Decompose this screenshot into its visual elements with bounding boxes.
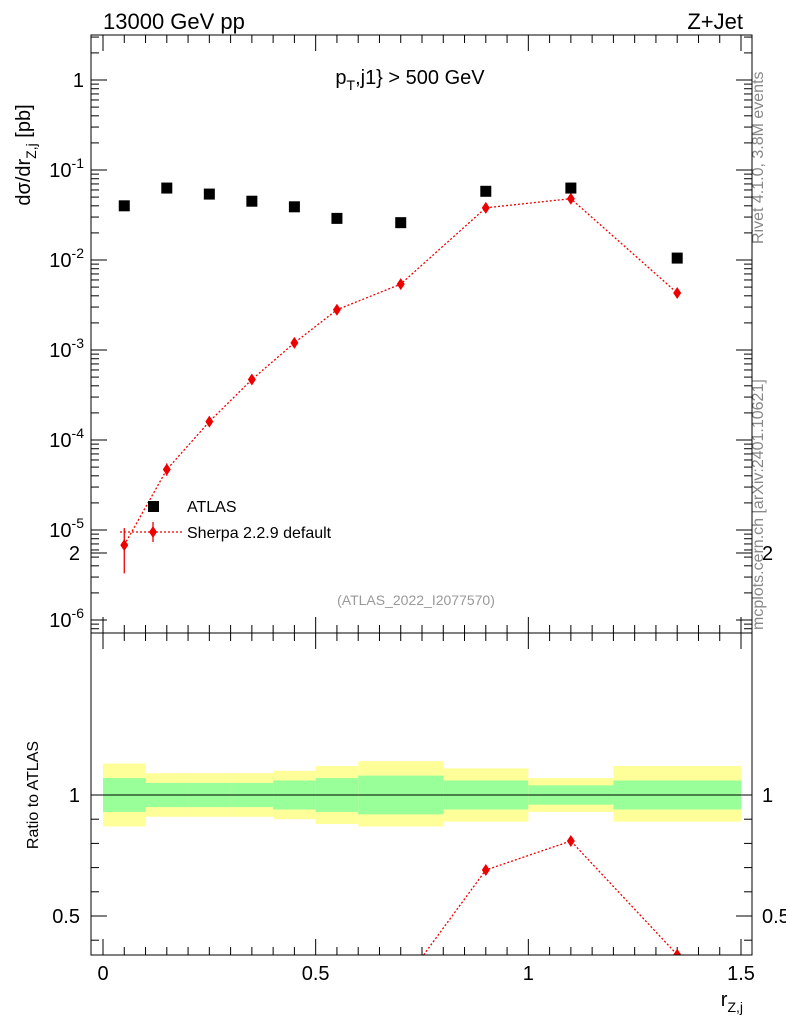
legend-atlas-marker xyxy=(148,501,159,512)
atlas-point xyxy=(246,195,258,207)
rivet-version-label: Rivet 4.1.0, 3.8M events xyxy=(750,71,767,244)
analysis-label: (ATLAS_2022_I2077570) xyxy=(337,592,495,608)
x-tick-label: 1 xyxy=(523,963,534,985)
sherpa-line xyxy=(123,198,678,546)
ratio-frame xyxy=(90,632,753,956)
mcplots-reference-label: mcplots.cern.ch [arXiv:2401.10621] xyxy=(750,379,767,630)
ratio-sherpa-point xyxy=(333,1008,341,1020)
x-tick-label: 0 xyxy=(97,963,108,985)
sherpa-point xyxy=(290,336,299,349)
ratio-y-tick-label-right: 0.5 xyxy=(762,906,786,928)
sherpa-point xyxy=(120,539,129,552)
ratio-y-tick-label-left: 1 xyxy=(69,785,80,807)
header-process-label: Z+Jet xyxy=(687,9,743,34)
legend: ATLAS Sherpa 2.2.9 default xyxy=(120,499,332,542)
atlas-point xyxy=(480,185,492,197)
y-tick-label: 10-1 xyxy=(49,155,84,182)
main-title: pT,j1} > 500 GeV xyxy=(335,67,485,93)
sherpa-point xyxy=(247,373,256,386)
x-tick-label: 0.5 xyxy=(302,963,330,985)
sherpa-point xyxy=(481,201,490,214)
atlas-point xyxy=(395,217,407,229)
legend-sherpa-label: Sherpa 2.2.9 default xyxy=(187,525,332,542)
ratio-sherpa-point xyxy=(397,980,405,992)
main-axis-ticks: 10-6 10-5 10-4 10-3 10-2 10-1 1 xyxy=(49,35,752,633)
ratio-y-tick-label-left: 2 xyxy=(69,543,80,565)
atlas-point xyxy=(331,212,343,224)
y-tick-label: 10-3 xyxy=(49,335,84,362)
sherpa-point xyxy=(332,303,341,316)
legend-atlas-label: ATLAS xyxy=(187,499,237,516)
x-tick-label: 1.5 xyxy=(727,963,755,985)
y-tick-label: 1 xyxy=(73,70,84,92)
legend-sherpa-marker xyxy=(149,526,157,538)
header-energy-label: 13000 GeV pp xyxy=(103,9,245,34)
sherpa-point xyxy=(162,463,171,476)
atlas-point xyxy=(161,182,173,194)
atlas-point xyxy=(288,201,300,213)
ratio-axis-ticks: 0.5 0.5 1 1 2 2 0 0.5 1 1.5 xyxy=(52,543,786,985)
y-tick-label: 10-5 xyxy=(49,515,84,542)
atlas-point xyxy=(671,252,683,264)
y-tick-label: 10-6 xyxy=(49,605,84,632)
ratio-sherpa-point xyxy=(481,864,490,877)
ratio-panel: 0.5 0.5 1 1 2 2 0 0.5 1 1.5 Ratio to ATLAS rZ,j xyxy=(25,543,786,1020)
atlas-point xyxy=(565,182,577,194)
atlas-point xyxy=(203,188,215,200)
ratio-y-tick-label-right: 1 xyxy=(762,785,773,807)
sherpa-point xyxy=(673,286,682,299)
ratio-sherpa-point xyxy=(673,948,682,955)
ratio-y-tick-label-right: 2 xyxy=(762,543,773,565)
ratio-y-axis-label: Ratio to ATLAS xyxy=(25,741,42,849)
sherpa-point xyxy=(566,192,575,205)
sherpa-point xyxy=(205,415,214,428)
main-y-axis-label: dσ/drZ,j [pb] xyxy=(13,104,39,205)
ratio-sherpa-point xyxy=(566,834,575,847)
sherpa-point xyxy=(396,278,405,291)
y-tick-label: 10-4 xyxy=(49,425,84,452)
ratio-sherpa-line xyxy=(422,840,678,955)
main-panel: 10-6 10-5 10-4 10-3 10-2 10-1 1 pT,j1} > 500 G… xyxy=(13,34,753,634)
main-frame xyxy=(90,34,753,634)
x-axis-label: rZ,j xyxy=(721,989,743,1015)
atlas-point xyxy=(118,200,130,212)
y-tick-label: 10-2 xyxy=(49,245,84,272)
ratio-y-tick-label-left: 0.5 xyxy=(52,906,80,928)
